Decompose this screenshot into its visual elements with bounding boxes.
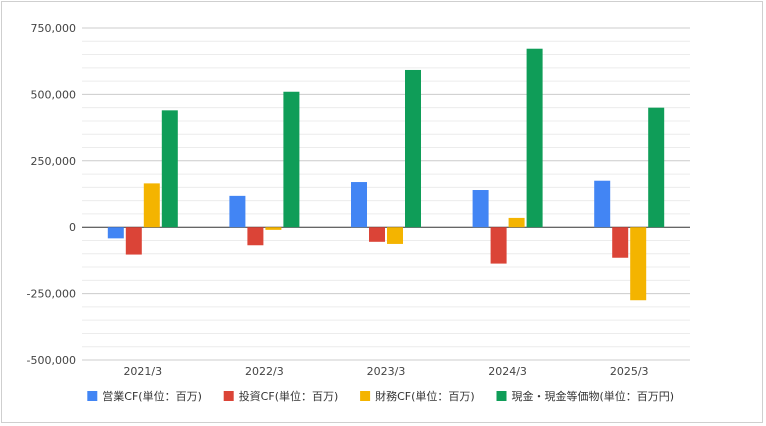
bar-2022-3-series-2[interactable] bbox=[265, 227, 282, 230]
bar-2021-3-series-0[interactable] bbox=[107, 227, 124, 239]
bar-2022-3-series-1[interactable] bbox=[247, 227, 264, 246]
legend-label: 投資CF(単位：百万) bbox=[239, 389, 339, 403]
legend-label: 営業CF(単位：百万) bbox=[102, 389, 202, 403]
bar-2025-3-series-2[interactable] bbox=[630, 227, 647, 301]
x-tick-label: 2024/3 bbox=[488, 365, 527, 378]
legend-swatch bbox=[496, 391, 507, 401]
legend-item[interactable]: 現金・現金等価物(単位：百万円) bbox=[496, 389, 675, 403]
x-tick-label: 2023/3 bbox=[367, 365, 406, 378]
y-tick-label: -500,000 bbox=[27, 354, 76, 367]
x-tick-label: 2022/3 bbox=[245, 365, 284, 378]
bar-2024-3-series-0[interactable] bbox=[472, 190, 489, 228]
legend-item[interactable]: 投資CF(単位：百万) bbox=[223, 389, 339, 403]
bar-2021-3-series-3[interactable] bbox=[161, 110, 178, 228]
legend-swatch bbox=[360, 391, 371, 401]
bar-2024-3-series-2[interactable] bbox=[508, 217, 525, 228]
bar-2023-3-series-1[interactable] bbox=[369, 227, 385, 242]
legend-swatch bbox=[87, 391, 98, 401]
bar-2024-3-series-1[interactable] bbox=[490, 227, 507, 264]
bar-2025-3-series-1[interactable] bbox=[612, 227, 629, 258]
legend-item[interactable]: 財務CF(単位：百万) bbox=[360, 389, 475, 403]
bar-2021-3-series-2[interactable] bbox=[143, 183, 160, 228]
legend-swatch bbox=[223, 391, 234, 401]
gridlines bbox=[82, 27, 690, 361]
y-tick-label: 750,000 bbox=[31, 22, 77, 35]
y-axis-tick-labels: -500,000 -250,000 0 250,000 500,000 750,000 bbox=[27, 22, 76, 367]
bar-2023-3-series-2[interactable] bbox=[387, 227, 403, 244]
x-tick-label: 2025/3 bbox=[610, 365, 649, 378]
y-tick-label: 250,000 bbox=[31, 155, 77, 168]
y-tick-label: 0 bbox=[69, 221, 76, 234]
y-tick-label: -250,000 bbox=[27, 288, 76, 301]
y-tick-label: 500,000 bbox=[31, 88, 77, 101]
bar-2021-3-series-1[interactable] bbox=[125, 227, 142, 255]
legend-label: 財務CF(単位：百万) bbox=[375, 389, 475, 403]
bar-2025-3-series-3[interactable] bbox=[648, 107, 665, 228]
bar-2023-3-series-0[interactable] bbox=[351, 182, 367, 228]
legend[interactable]: 営業CF(単位：百万) 投資CF(単位：百万) 財務CF(単位：百万) 現金・現金等価… bbox=[87, 389, 674, 403]
legend-item[interactable]: 営業CF(単位：百万) bbox=[87, 389, 202, 403]
bar-2024-3-series-3[interactable] bbox=[526, 48, 543, 228]
legend-label: 現金・現金等価物(単位：百万円) bbox=[512, 389, 675, 403]
x-tick-label: 2021/3 bbox=[123, 365, 162, 378]
bar-2022-3-series-3[interactable] bbox=[283, 91, 300, 228]
x-axis-tick-labels: 2021/3 2022/3 2023/3 2024/3 2025/3 bbox=[123, 365, 648, 378]
bar-2023-3-series-3[interactable] bbox=[405, 69, 421, 228]
bar-2022-3-series-0[interactable] bbox=[229, 195, 246, 228]
bars bbox=[107, 48, 665, 301]
bar-2025-3-series-0[interactable] bbox=[594, 180, 611, 228]
